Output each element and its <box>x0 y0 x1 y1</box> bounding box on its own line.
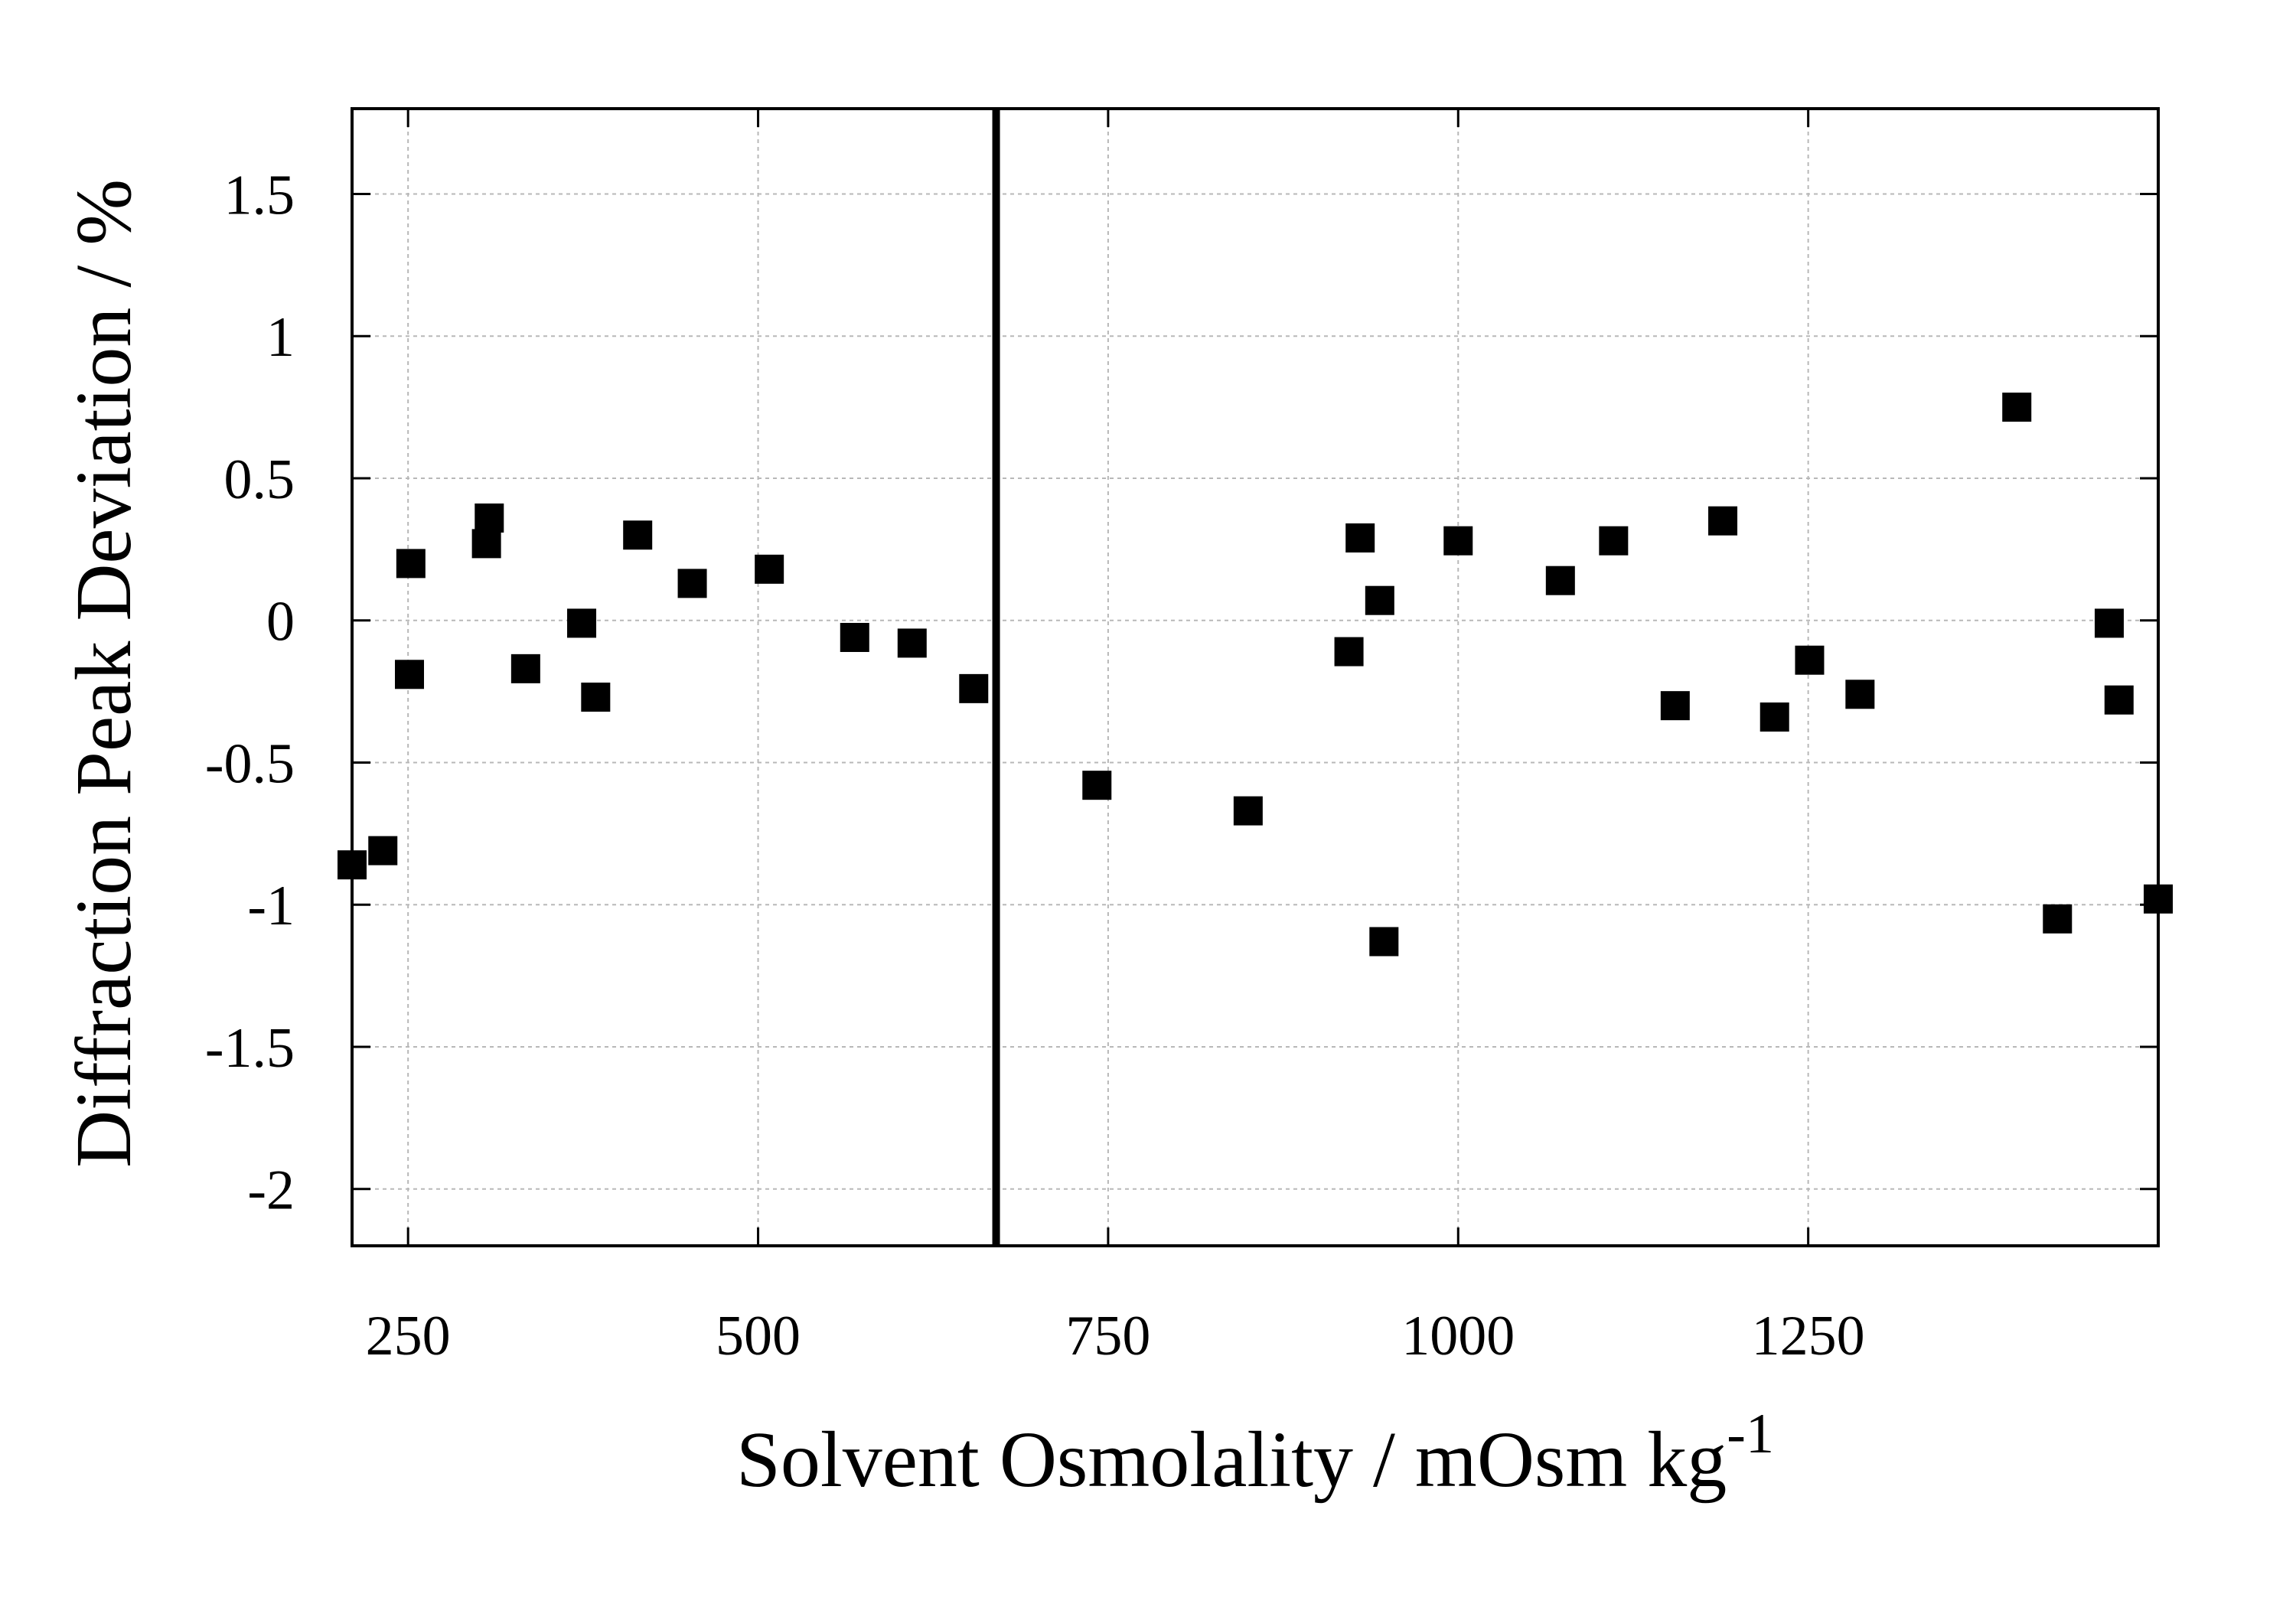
y-tick-label: 1 <box>266 306 295 369</box>
data-point <box>368 836 398 865</box>
data-point <box>1365 585 1394 615</box>
data-point <box>2094 608 2124 638</box>
data-point <box>1708 506 1738 536</box>
data-point <box>567 608 597 638</box>
data-point <box>1233 796 1263 826</box>
data-point <box>1599 526 1629 556</box>
y-tick-label: 0.5 <box>224 448 295 511</box>
x-tick-label: 250 <box>366 1305 451 1367</box>
y-tick-label: 0 <box>266 591 295 654</box>
data-point <box>2043 904 2073 934</box>
data-point <box>1082 771 1112 800</box>
data-point <box>1545 566 1575 595</box>
data-point <box>959 673 989 703</box>
grid <box>352 109 2158 1246</box>
data-point <box>1443 526 1473 556</box>
data-point <box>1345 523 1375 553</box>
data-point <box>1369 927 1399 957</box>
y-tick-label: -2 <box>247 1159 295 1222</box>
y-tick-label: -1 <box>247 875 295 937</box>
data-point <box>1334 637 1364 667</box>
x-axis-label: Solvent Osmolality / mOsm kg <box>736 1416 1727 1504</box>
data-point <box>840 622 869 652</box>
data-point <box>755 554 784 584</box>
x-tick-label: 1000 <box>1401 1305 1515 1367</box>
x-tick-labels: 250 500 750 1000 1250 <box>366 1305 1865 1367</box>
y-tick-label: 1.5 <box>224 164 295 227</box>
data-point <box>677 569 707 598</box>
data-point <box>1795 645 1825 675</box>
y-axis-title: Diffraction Peak Deviation / % <box>60 179 148 1168</box>
data-point <box>623 520 653 550</box>
data-point <box>396 549 426 579</box>
data-point <box>2104 685 2134 715</box>
data-point <box>2002 393 2032 422</box>
x-tick-label: 750 <box>1065 1305 1150 1367</box>
x-axis-label-superscript: -1 <box>1727 1403 1774 1465</box>
x-axis-title: Solvent Osmolality / mOsm kg-1 <box>736 1403 1774 1504</box>
y-tick-label: -1.5 <box>205 1017 295 1080</box>
data-points <box>338 393 2173 957</box>
data-point <box>581 683 611 712</box>
data-point <box>510 654 540 683</box>
y-tick-label: -0.5 <box>205 732 295 795</box>
data-point <box>475 503 504 533</box>
plot-frame <box>351 107 2160 1247</box>
data-point <box>1760 702 1789 732</box>
data-point <box>897 628 927 658</box>
x-tick-label: 500 <box>716 1305 801 1367</box>
data-point <box>1660 691 1690 721</box>
axis-ticks <box>352 109 2158 1246</box>
y-tick-labels: 1.5 1 0.5 0 -0.5 -1 -1.5 -2 <box>205 164 295 1221</box>
data-point <box>1845 680 1875 709</box>
x-tick-label: 1250 <box>1752 1305 1865 1367</box>
data-point <box>395 660 425 689</box>
data-point <box>471 529 501 559</box>
